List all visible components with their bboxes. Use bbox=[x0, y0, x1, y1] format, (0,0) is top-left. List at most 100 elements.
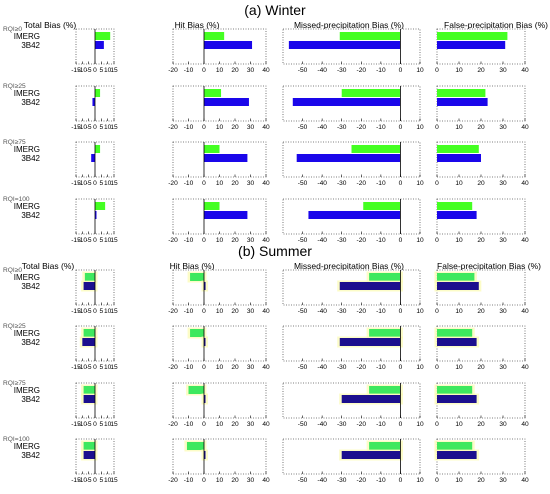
winter-x-tick-label-c1-r1-1: -10 bbox=[184, 124, 194, 131]
summer-x-tick-label-c0-r3-6: 15 bbox=[110, 477, 118, 484]
summer-x-tick-label-c3-r0-2: 20 bbox=[477, 308, 485, 315]
winter-x-tick-label-c2-r1-2: -30 bbox=[337, 124, 347, 131]
winter-x-tick-label-c2-r0-6: 10 bbox=[416, 67, 424, 74]
summer-bar-3b42-c2-r3 bbox=[341, 451, 401, 459]
winter-row-label-0: RQI≥0 bbox=[3, 26, 22, 33]
winter-bar-3b42-c1-r1 bbox=[204, 98, 249, 106]
winter-x-tick-label-c3-r1-0: 0 bbox=[435, 124, 439, 131]
summer-x-tick-label-c2-r3-1: -40 bbox=[317, 477, 327, 484]
summer-x-tick-label-c2-r1-3: -20 bbox=[357, 364, 367, 371]
winter-x-tick-label-c1-r2-4: 20 bbox=[231, 180, 239, 187]
summer-x-tick-label-c0-r0-3: 0 bbox=[93, 308, 97, 315]
winter-x-tick-label-c0-r1-5: 10 bbox=[104, 124, 112, 131]
summer-x-tick-label-c0-r2-1: -10 bbox=[78, 421, 88, 428]
winter-x-tick-label-c0-r0-5: 10 bbox=[104, 67, 112, 74]
winter-bar-imerg-c0-r2 bbox=[95, 145, 101, 153]
winter-bar-3b42-c2-r3 bbox=[308, 211, 401, 219]
summer-x-tick-label-c2-r2-5: 0 bbox=[399, 421, 403, 428]
summer-x-tick-label-c2-r0-6: 10 bbox=[416, 308, 424, 315]
winter-x-tick-label-c0-r0-6: 15 bbox=[110, 67, 118, 74]
summer-bar-imerg-c3-r1 bbox=[437, 329, 473, 337]
winter-x-tick-label-c0-r0-2: -5 bbox=[86, 67, 92, 74]
winter-x-tick-label-c2-r3-6: 10 bbox=[416, 237, 424, 244]
winter-series-label-imerg-1: IMERG bbox=[14, 89, 40, 98]
winter-x-tick-label-c2-r1-6: 10 bbox=[416, 124, 424, 131]
winter-x-tick-label-c0-r2-6: 15 bbox=[110, 180, 118, 187]
column-title-total-bias: Total Bias (%) bbox=[24, 20, 77, 30]
summer-x-tick-label-c3-r0-0: 0 bbox=[435, 308, 439, 315]
winter-x-tick-label-c3-r0-2: 20 bbox=[477, 67, 485, 74]
summer-row-label-0: RQI≥0 bbox=[3, 267, 22, 274]
winter-x-tick-label-c2-r3-1: -40 bbox=[317, 237, 327, 244]
winter-x-tick-label-c2-r0-5: 0 bbox=[399, 67, 403, 74]
winter-x-tick-label-c1-r0-4: 20 bbox=[231, 67, 239, 74]
column-title-false-bias: False-precipitation Bias (%) bbox=[444, 20, 548, 30]
winter-x-tick-label-c2-r2-4: -10 bbox=[376, 180, 386, 187]
summer-bar-3b42-c2-r2 bbox=[341, 395, 401, 403]
winter-x-tick-label-c1-r1-5: 30 bbox=[247, 124, 255, 131]
summer-x-tick-label-c1-r0-1: -10 bbox=[184, 308, 194, 315]
summer-x-tick-label-c2-r2-1: -40 bbox=[317, 421, 327, 428]
summer-bar-3b42-c3-r0 bbox=[437, 282, 479, 290]
winter-x-tick-label-c2-r1-5: 0 bbox=[399, 124, 403, 131]
winter-x-tick-label-c2-r2-5: 0 bbox=[399, 180, 403, 187]
summer-bar-3b42-c1-r1 bbox=[204, 338, 206, 346]
summer-bar-imerg-c1-r1 bbox=[190, 329, 204, 337]
summer-bar-imerg-c0-r3 bbox=[83, 442, 95, 450]
summer-series-label-3b42-1: 3B42 bbox=[21, 338, 40, 347]
winter-x-tick-label-c1-r1-4: 20 bbox=[231, 124, 239, 131]
summer-bar-3b42-c3-r2 bbox=[437, 395, 477, 403]
summer-series-label-imerg-1: IMERG bbox=[14, 329, 40, 338]
winter-bar-imerg-c1-r3 bbox=[204, 202, 220, 210]
winter-x-tick-label-c2-r2-3: -20 bbox=[357, 180, 367, 187]
summer-x-tick-label-c2-r3-5: 0 bbox=[399, 477, 403, 484]
column-title-false-bias-summer: False-precipitation Bias (%) bbox=[437, 261, 541, 271]
winter-bar-3b42-c3-r3 bbox=[437, 211, 477, 219]
winter-x-tick-label-c3-r1-1: 10 bbox=[455, 124, 463, 131]
winter-x-tick-label-c1-r2-2: 0 bbox=[202, 180, 206, 187]
winter-bar-imerg-c0-r1 bbox=[95, 89, 101, 97]
winter-series-label-imerg-0: IMERG bbox=[14, 32, 40, 41]
winter-series-label-3b42-1: 3B42 bbox=[21, 98, 40, 107]
summer-panel-frame-c1-r0 bbox=[172, 269, 267, 306]
summer-x-tick-label-c3-r3-2: 20 bbox=[477, 477, 485, 484]
summer-x-tick-label-c1-r1-0: -20 bbox=[168, 364, 178, 371]
winter-x-tick-label-c0-r2-1: -10 bbox=[78, 180, 88, 187]
summer-x-tick-label-c1-r1-2: 0 bbox=[202, 364, 206, 371]
summer-bar-3b42-c0-r3 bbox=[83, 451, 95, 459]
winter-x-tick-label-c0-r3-3: 0 bbox=[93, 237, 97, 244]
summer-series-label-3b42-3: 3B42 bbox=[21, 451, 40, 460]
winter-x-tick-label-c3-r2-2: 20 bbox=[477, 180, 485, 187]
summer-x-tick-label-c3-r1-1: 10 bbox=[455, 364, 463, 371]
summer-series-label-imerg-0: IMERG bbox=[14, 273, 40, 282]
summer-x-tick-label-c2-r0-5: 0 bbox=[399, 308, 403, 315]
winter-x-tick-label-c3-r2-0: 0 bbox=[435, 180, 439, 187]
summer-bar-3b42-c0-r0 bbox=[83, 282, 95, 290]
summer-x-tick-label-c0-r1-0: -15 bbox=[71, 364, 81, 371]
winter-bar-3b42-c3-r1 bbox=[437, 98, 488, 106]
summer-x-tick-label-c3-r2-4: 40 bbox=[521, 421, 529, 428]
summer-bar-imerg-c2-r3 bbox=[369, 442, 401, 450]
winter-x-tick-label-c3-r2-1: 10 bbox=[455, 180, 463, 187]
winter-x-tick-label-c0-r2-2: -5 bbox=[86, 180, 92, 187]
summer-x-tick-label-c2-r2-0: -50 bbox=[298, 421, 308, 428]
winter-bar-imerg-c2-r2 bbox=[351, 145, 401, 153]
summer-x-tick-label-c1-r1-6: 40 bbox=[262, 364, 270, 371]
summer-x-tick-label-c1-r1-1: -10 bbox=[184, 364, 194, 371]
winter-x-tick-label-c2-r1-3: -20 bbox=[357, 124, 367, 131]
winter-bar-3b42-c2-r2 bbox=[296, 154, 401, 162]
winter-bar-3b42-c2-r0 bbox=[288, 41, 401, 49]
winter-x-tick-label-c3-r1-2: 20 bbox=[477, 124, 485, 131]
summer-x-tick-label-c3-r2-0: 0 bbox=[435, 421, 439, 428]
winter-x-tick-label-c3-r0-1: 10 bbox=[455, 67, 463, 74]
summer-x-tick-label-c2-r3-4: -10 bbox=[376, 477, 386, 484]
summer-x-tick-label-c2-r1-5: 0 bbox=[399, 364, 403, 371]
summer-bar-3b42-c2-r0 bbox=[339, 282, 401, 290]
winter-x-tick-label-c0-r3-4: 5 bbox=[99, 237, 103, 244]
summer-row-label-2: RQI≥75 bbox=[3, 380, 26, 387]
summer-x-tick-label-c3-r3-4: 40 bbox=[521, 477, 529, 484]
winter-x-tick-label-c1-r3-6: 40 bbox=[262, 237, 270, 244]
summer-x-tick-label-c2-r3-0: -50 bbox=[298, 477, 308, 484]
winter-bar-imerg-c3-r0 bbox=[437, 32, 508, 40]
summer-x-tick-label-c2-r2-6: 10 bbox=[416, 421, 424, 428]
